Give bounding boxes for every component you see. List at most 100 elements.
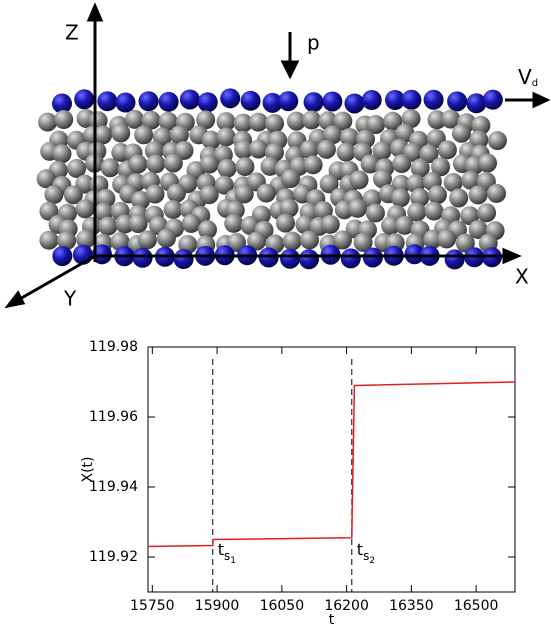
particle	[216, 112, 236, 132]
particle	[166, 183, 186, 203]
wall-particle	[303, 92, 324, 113]
particle	[181, 213, 201, 233]
particle	[234, 140, 254, 160]
x-tick-label: 16050	[260, 598, 305, 614]
wall-particle	[220, 88, 241, 109]
particle	[248, 112, 268, 132]
wall-particle	[447, 91, 468, 112]
particle	[395, 215, 415, 235]
particle	[201, 130, 221, 150]
particle	[286, 111, 306, 131]
wall-particle	[197, 92, 218, 113]
wall-particle	[423, 89, 444, 110]
event-sub: s	[224, 549, 230, 563]
x-tick-label: 16500	[454, 598, 499, 614]
particle	[471, 115, 491, 135]
particle	[362, 189, 382, 209]
wall-particle	[132, 247, 153, 268]
particle	[372, 141, 392, 161]
event-subsub: 2	[369, 556, 375, 566]
particle	[134, 125, 154, 145]
wall-particle	[361, 90, 382, 111]
wall-particle	[240, 90, 261, 111]
particle	[316, 139, 336, 159]
particle	[141, 110, 161, 130]
particle	[152, 127, 172, 147]
x-tick-label: 15900	[195, 598, 240, 614]
particle	[260, 156, 280, 176]
plot-frame	[147, 346, 516, 593]
particle	[174, 140, 194, 160]
wall-particle	[401, 89, 422, 110]
particle	[353, 232, 373, 252]
particle	[441, 109, 461, 129]
y-tick-label: 119.92	[89, 549, 138, 565]
particle	[460, 206, 480, 226]
y-tick-label: 119.98	[89, 339, 138, 355]
particle	[169, 125, 189, 145]
particle	[196, 110, 216, 130]
x-label: X	[515, 265, 529, 289]
particle	[427, 110, 447, 130]
velocity-subscript: d	[532, 78, 538, 89]
x-tick-label: 16200	[324, 598, 369, 614]
particle	[199, 154, 219, 174]
event-sub: s	[363, 549, 369, 563]
particle	[146, 154, 166, 174]
particle	[299, 230, 319, 250]
wall-particle	[404, 244, 425, 265]
scene-axes	[4, 2, 551, 309]
particle	[303, 155, 323, 175]
particle	[265, 114, 285, 134]
velocity-symbol: V	[518, 65, 532, 89]
particle	[365, 203, 385, 223]
event-subsub: 1	[230, 556, 236, 566]
y-label: Y	[63, 287, 77, 311]
particle	[100, 158, 120, 178]
particle	[468, 185, 488, 205]
particle	[281, 169, 301, 189]
particle	[477, 203, 497, 223]
force-label: p	[307, 31, 320, 55]
particle	[111, 123, 131, 143]
particle	[39, 230, 59, 250]
particle	[319, 174, 339, 194]
particle	[348, 198, 368, 218]
particle	[233, 113, 253, 133]
particle	[320, 214, 340, 234]
particle	[410, 158, 430, 178]
wall-particle	[385, 89, 406, 110]
particle	[410, 188, 430, 208]
particle	[336, 142, 356, 162]
y-tick-label: 119.94	[89, 479, 138, 495]
event-label: ts2	[357, 540, 375, 566]
particle	[302, 110, 322, 130]
wall-particle	[322, 91, 343, 112]
wall-particle	[52, 246, 73, 267]
particle	[279, 198, 299, 218]
wall-particle	[74, 89, 95, 110]
wall-particle	[278, 91, 299, 112]
particle	[437, 229, 457, 249]
particle	[256, 183, 276, 203]
wall-particle	[138, 91, 159, 112]
particle	[340, 128, 360, 148]
particle	[299, 139, 319, 159]
particle	[198, 220, 218, 240]
particle	[57, 231, 77, 251]
wall-particle	[173, 249, 194, 270]
particle	[437, 140, 457, 160]
particle	[75, 199, 95, 219]
wall-particle	[298, 249, 319, 270]
particle	[443, 173, 463, 193]
particle	[401, 109, 421, 129]
particle	[423, 229, 443, 249]
particle	[428, 185, 448, 205]
particle	[431, 157, 451, 177]
wall-particle	[115, 92, 136, 113]
particle	[275, 213, 295, 233]
y-tick-label: 119.96	[89, 409, 138, 425]
wall-particle	[340, 248, 361, 269]
particle	[295, 215, 315, 235]
particle	[98, 216, 118, 236]
